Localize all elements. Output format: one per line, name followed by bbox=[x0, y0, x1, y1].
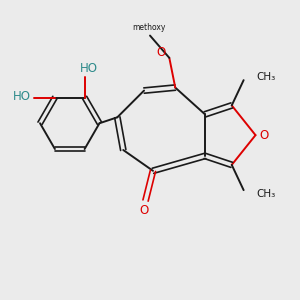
Text: CH₃: CH₃ bbox=[256, 72, 275, 82]
Text: methoxy: methoxy bbox=[132, 23, 165, 32]
Text: HO: HO bbox=[13, 89, 31, 103]
Text: HO: HO bbox=[80, 62, 98, 75]
Text: CH₃: CH₃ bbox=[256, 189, 275, 199]
Text: O: O bbox=[140, 203, 149, 217]
Text: O: O bbox=[156, 46, 166, 59]
Text: O: O bbox=[259, 129, 268, 142]
